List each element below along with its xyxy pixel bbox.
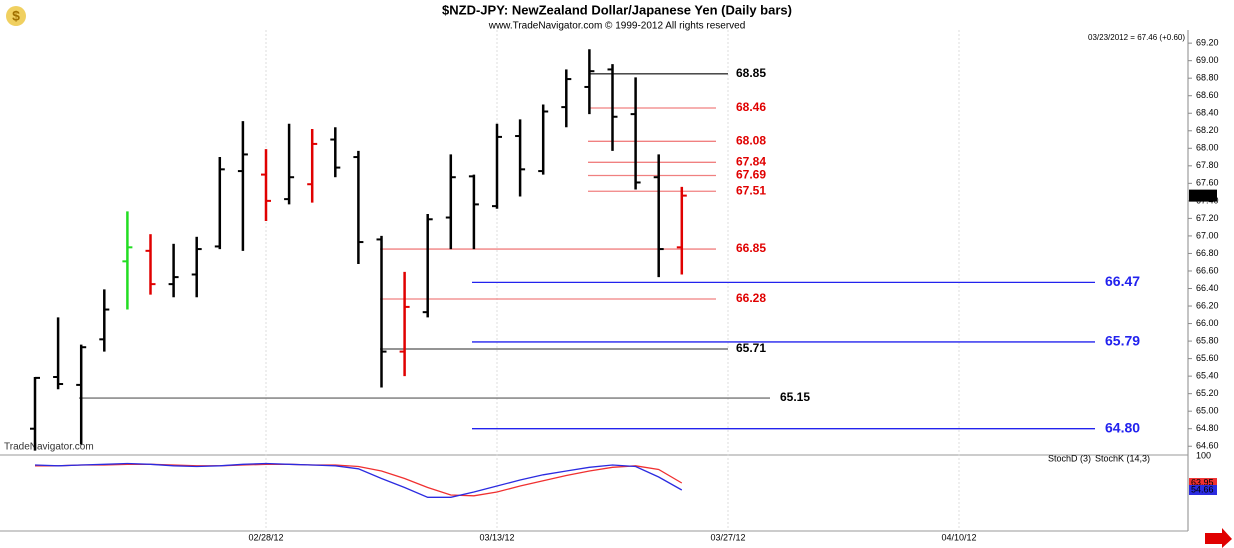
- level-label: 67.69: [736, 168, 766, 182]
- legend-entry: StochD (3): [1048, 453, 1091, 463]
- value-tag: [1189, 485, 1217, 496]
- level-label: 68.46: [736, 100, 766, 114]
- y-tick-label: 66.60: [1196, 265, 1219, 275]
- y-tick-label: 68.80: [1196, 73, 1219, 83]
- y-tick-label: 66.00: [1196, 318, 1219, 328]
- y-tick-label: 65.40: [1196, 371, 1219, 381]
- legend-entry: StochK (14,3): [1095, 453, 1150, 463]
- scroll-arrow[interactable]: [1205, 528, 1232, 548]
- y-tick-label: 68.20: [1196, 125, 1219, 135]
- logo: $: [6, 6, 26, 26]
- value-tag: [1189, 478, 1217, 489]
- level-label: 65.79: [1105, 333, 1140, 349]
- price-info: 03/23/2012 = 67.46 (+0.60): [1088, 33, 1185, 42]
- y-tick-label: 65.80: [1196, 335, 1219, 345]
- y-tick-label: 67.60: [1196, 178, 1219, 188]
- y-tick-label: 69.20: [1196, 38, 1219, 48]
- y-tick-label: 67.80: [1196, 160, 1219, 170]
- svg-text:$: $: [12, 8, 20, 24]
- watermark: TradeNavigator.com: [4, 442, 94, 453]
- y-tick-label: 66.80: [1196, 248, 1219, 258]
- y-tick-label: 68.40: [1196, 108, 1219, 118]
- y-tick-label: 65.60: [1196, 353, 1219, 363]
- x-tick-label: 03/13/12: [479, 532, 514, 542]
- level-label: 65.71: [736, 341, 766, 355]
- chart-subtitle: www.TradeNavigator.com © 1999-2012 All r…: [488, 21, 746, 32]
- level-label: 66.85: [736, 241, 766, 255]
- x-tick-label: 03/27/12: [710, 532, 745, 542]
- y-tick-label: 64.80: [1196, 423, 1219, 433]
- y-tick-label: 68.00: [1196, 143, 1219, 153]
- y-tick-label: 65.00: [1196, 406, 1219, 416]
- level-label: 68.08: [736, 133, 766, 147]
- y-tick-label: 66.40: [1196, 283, 1219, 293]
- y-tick-label: 69.00: [1196, 55, 1219, 65]
- value-tag-label: 54.66: [1191, 484, 1214, 494]
- y-tick-label: 100: [1196, 450, 1211, 460]
- value-tag-label: 63.95: [1191, 477, 1214, 487]
- level-label: 66.47: [1105, 273, 1140, 289]
- level-label: 66.28: [736, 291, 766, 305]
- level-label: 68.85: [736, 66, 766, 80]
- chart-title: $NZD-JPY: NewZealand Dollar/Japanese Yen…: [442, 2, 792, 17]
- x-tick-label: 02/28/12: [248, 532, 283, 542]
- x-tick-label: 04/10/12: [941, 532, 976, 542]
- y-tick-label: 68.60: [1196, 90, 1219, 100]
- y-tick-label: 65.20: [1196, 388, 1219, 398]
- level-label: 67.51: [736, 183, 766, 197]
- price-tag-label: 67.46: [1191, 190, 1214, 200]
- level-label: 67.84: [736, 154, 766, 168]
- y-tick-label: 66.20: [1196, 300, 1219, 310]
- level-label: 64.80: [1105, 419, 1140, 435]
- y-tick-label: 67.20: [1196, 213, 1219, 223]
- price-tag: [1189, 189, 1217, 202]
- level-label: 65.15: [780, 390, 810, 404]
- y-tick-label: 64.60: [1196, 441, 1219, 451]
- stoch-line: [34, 462, 683, 498]
- y-tick-label: 67.00: [1196, 230, 1219, 240]
